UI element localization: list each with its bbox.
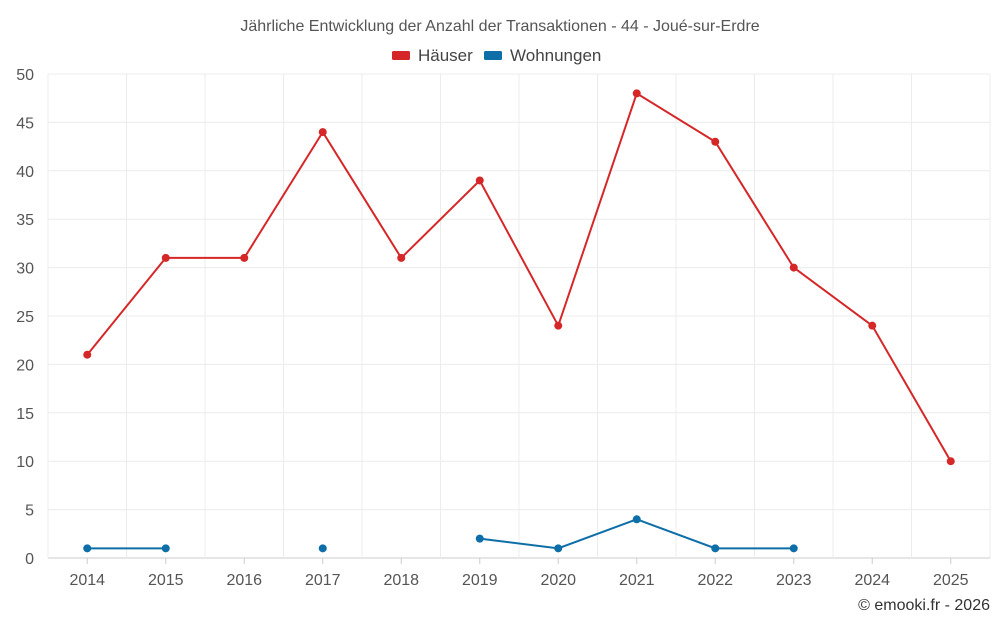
data-point-haeuser[interactable] xyxy=(240,253,249,262)
series-line-wohnungen xyxy=(479,518,794,550)
legend-label-wohnungen: Wohnungen xyxy=(510,46,601,65)
x-tick-label: 2019 xyxy=(462,572,498,589)
data-point-wohnungen[interactable] xyxy=(632,515,641,524)
data-point-haeuser[interactable] xyxy=(868,321,877,330)
y-tick-label: 45 xyxy=(16,115,34,132)
x-tick-label: 2022 xyxy=(697,572,733,589)
data-point-wohnungen[interactable] xyxy=(789,544,798,553)
series-wohnungen xyxy=(83,515,798,553)
y-tick-label: 35 xyxy=(16,212,34,229)
x-tick-label: 2025 xyxy=(933,572,969,589)
data-point-wohnungen[interactable] xyxy=(475,534,484,543)
x-tick-label: 2016 xyxy=(226,572,262,589)
data-point-haeuser[interactable] xyxy=(83,350,92,359)
y-tick-label: 30 xyxy=(16,261,34,278)
data-point-haeuser[interactable] xyxy=(161,253,170,262)
legend-item-haeuser[interactable]: Häuser xyxy=(392,46,473,65)
y-tick-label: 15 xyxy=(16,406,34,423)
data-point-haeuser[interactable] xyxy=(789,263,798,272)
x-tick-label: 2021 xyxy=(619,572,655,589)
x-tick-label: 2018 xyxy=(383,572,419,589)
data-point-haeuser[interactable] xyxy=(711,137,720,146)
data-point-wohnungen[interactable] xyxy=(318,544,327,553)
legend[interactable]: Häuser Wohnungen xyxy=(392,46,601,65)
legend-swatch-wohnungen xyxy=(484,51,502,60)
legend-item-wohnungen[interactable]: Wohnungen xyxy=(484,46,601,65)
data-point-haeuser[interactable] xyxy=(554,321,563,330)
y-tick-label: 25 xyxy=(16,309,34,326)
grid xyxy=(47,73,991,559)
legend-swatch-haeuser xyxy=(392,51,410,60)
data-point-haeuser[interactable] xyxy=(946,457,955,466)
x-tick-label: 2020 xyxy=(540,572,576,589)
chart-title: Jährliche Entwicklung der Anzahl der Tra… xyxy=(240,18,759,35)
data-point-wohnungen[interactable] xyxy=(711,544,720,553)
x-axis: 2014 2015 2016 2017 2018 2019 2020 2021 2022 2023… xyxy=(69,558,969,589)
y-tick-label: 10 xyxy=(16,454,34,471)
x-tick-label: 2024 xyxy=(854,572,890,589)
x-tick-label: 2023 xyxy=(776,572,812,589)
y-tick-label: 5 xyxy=(25,503,34,520)
data-point-haeuser[interactable] xyxy=(475,176,484,185)
x-tick-label: 2014 xyxy=(69,572,105,589)
y-tick-label: 40 xyxy=(16,164,34,181)
y-tick-label: 0 xyxy=(25,551,34,568)
data-point-haeuser[interactable] xyxy=(632,89,641,98)
data-point-haeuser[interactable] xyxy=(397,253,406,262)
series-haeuser xyxy=(83,89,955,466)
y-tick-label: 50 xyxy=(16,67,34,84)
data-point-wohnungen[interactable] xyxy=(554,544,563,553)
series-line-haeuser xyxy=(86,91,952,462)
data-point-haeuser[interactable] xyxy=(318,128,327,137)
y-tick-label: 20 xyxy=(16,357,34,374)
data-point-wohnungen[interactable] xyxy=(83,544,92,553)
plot-area xyxy=(83,89,955,553)
credit-text: © emooki.fr - 2026 xyxy=(858,597,990,614)
y-axis: 0 5 10 15 20 25 30 35 40 45 50 xyxy=(16,67,34,568)
legend-label-haeuser: Häuser xyxy=(418,46,473,65)
x-tick-label: 2017 xyxy=(305,572,341,589)
x-tick-label: 2015 xyxy=(148,572,184,589)
data-point-wohnungen[interactable] xyxy=(161,544,170,553)
